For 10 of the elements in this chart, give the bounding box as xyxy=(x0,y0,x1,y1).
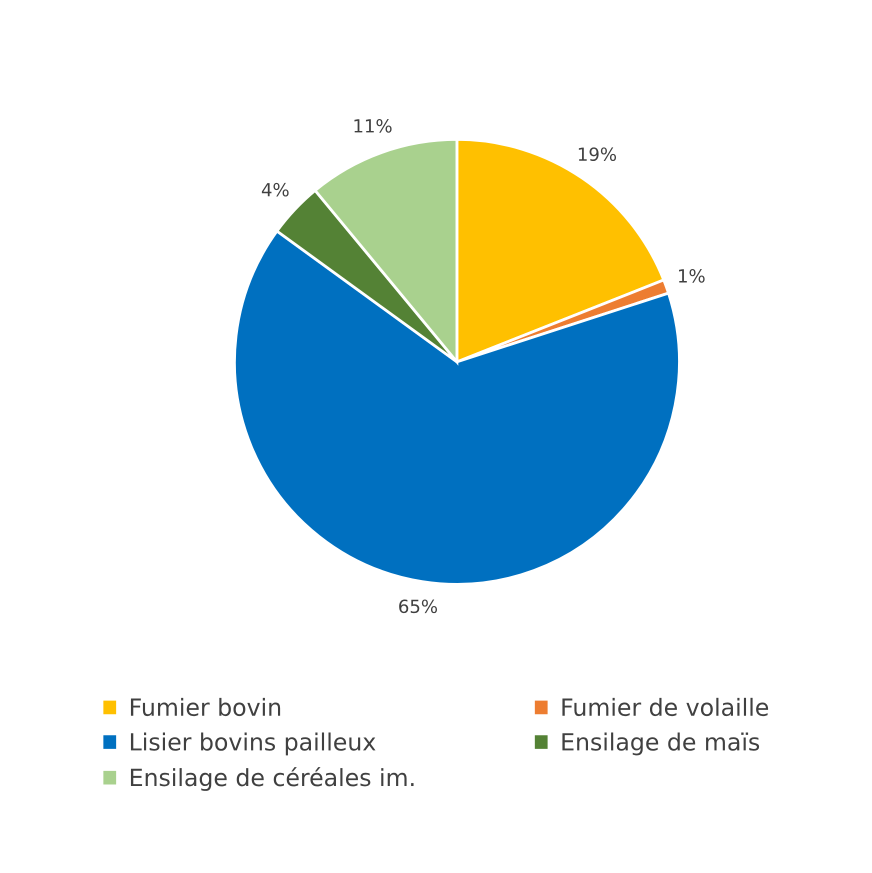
legend-label: Ensilage de maïs xyxy=(562,732,760,756)
legend-label: Fumier bovin xyxy=(130,698,280,716)
data-label: 19% xyxy=(578,147,616,162)
data-label: 4% xyxy=(262,182,289,197)
legend-label: Lisier bovins pailleux xyxy=(130,732,376,756)
data-label: 65% xyxy=(399,600,438,614)
legend-label: Fumier de volaille xyxy=(562,698,768,716)
data-label: 1% xyxy=(678,269,705,283)
data-label: 11% xyxy=(354,119,392,133)
legend-label: Ensilage de céréales im. xyxy=(130,767,414,791)
